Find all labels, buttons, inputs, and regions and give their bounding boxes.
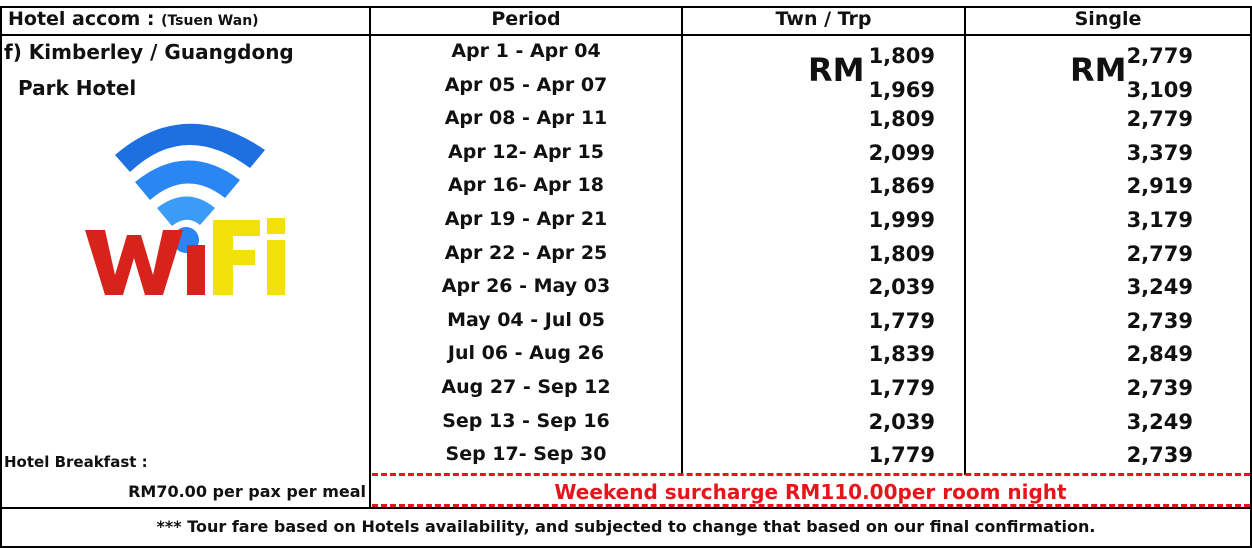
twin-price: 1,839 [683,344,935,365]
period: Apr 12- Apr 15 [371,143,681,162]
period: Apr 19 - Apr 21 [371,210,681,229]
twin-price: 2,099 [683,143,935,164]
single-price: 3,379 [966,143,1193,164]
twin-price: 1,779 [683,311,935,332]
period: May 04 - Jul 05 [371,311,681,330]
border-top [0,6,1252,8]
footnote: *** Tour fare based on Hotels availabili… [2,519,1250,535]
header-period: Period [371,10,681,29]
period: Apr 16- Apr 18 [371,176,681,195]
period: Apr 22 - Apr 25 [371,244,681,263]
single-price: 2,739 [966,378,1193,399]
single-price: 3,249 [966,277,1193,298]
period: Sep 17- Sep 30 [371,445,681,464]
wifi-icon [75,110,300,305]
col-line [681,6,683,475]
twin-price: 1,869 [683,176,935,197]
hotel-name: Park Hotel [18,78,136,98]
border-header [0,34,1252,36]
single-price: 2,739 [966,311,1193,332]
border-surcharge [0,507,1252,509]
single-price: 2,739 [966,445,1193,466]
single-price: 2,919 [966,176,1193,197]
breakfast-price: RM70.00 per pax per meal [4,484,366,500]
period: Apr 1 - Apr 04 [371,42,681,61]
header-single: Single [966,10,1250,29]
header-twin: Twn / Trp [683,10,964,29]
header-location: (Tsuen Wan) [161,13,258,29]
single-price: 2,849 [966,344,1193,365]
period: Jul 06 - Aug 26 [371,344,681,363]
hotel-name: f) Kimberley / Guangdong [4,42,294,62]
page: Hotel accom : (Tsuen Wan) Period Twn / T… [0,0,1252,548]
header-hotel-text: Hotel accom : [8,8,161,30]
twin-price: 1,779 [683,378,935,399]
period: Apr 26 - May 03 [371,277,681,296]
single-price: 2,779 [966,244,1193,265]
surcharge: Weekend surcharge RM110.00per room night [371,482,1250,502]
single-price: 3,179 [966,210,1193,231]
twin-price: 2,039 [683,412,935,433]
surcharge-dash [372,473,1250,476]
period: Apr 05 - Apr 07 [371,76,681,95]
twin-price: 1,779 [683,445,935,466]
breakfast-label: Hotel Breakfast : [4,455,148,470]
surcharge-dash [372,504,1250,507]
twin-price: 1,809 [683,109,935,130]
twin-price: 1,809 [683,244,935,265]
period: Apr 08 - Apr 11 [371,109,681,128]
twin-price: 2,039 [683,277,935,298]
single-price: 2,779 [966,109,1193,130]
period: Sep 13 - Sep 16 [371,412,681,431]
twin-price: 1,999 [683,210,935,231]
col-line [964,6,966,475]
twin-price: 1,809 [683,46,935,67]
single-price: 2,779 [966,46,1193,67]
border-left [0,6,2,548]
single-price: 3,249 [966,412,1193,433]
header-hotel: Hotel accom : (Tsuen Wan) [8,10,259,29]
period: Aug 27 - Sep 12 [371,378,681,397]
single-price: 3,109 [966,80,1193,101]
twin-price: 1,969 [683,80,935,101]
